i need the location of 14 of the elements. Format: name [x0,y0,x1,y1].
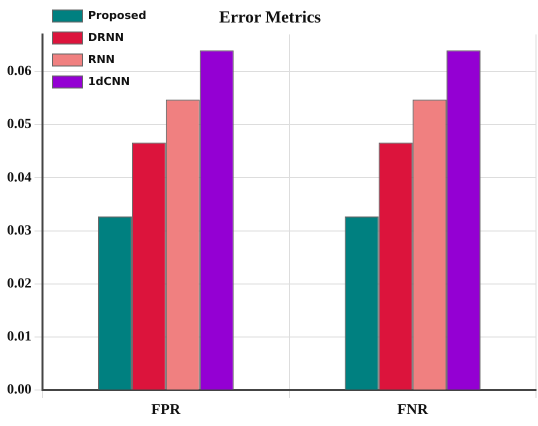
chart-title: Error Metrics [219,8,322,27]
legend-label: Proposed [88,8,146,22]
legend-label: RNN [88,52,115,66]
y-tick-label: 0.00 [7,382,32,398]
y-tick-label: 0.03 [7,223,32,238]
legend-label: 1dCNN [88,74,130,88]
y-tick-label: 0.04 [7,170,32,186]
y-tick-label: 0.02 [7,276,32,292]
x-tick-label: FNR [397,402,428,418]
x-tick-label: FPR [151,402,181,418]
y-tick-label: 0.05 [7,117,32,132]
legend-label: DRNN [88,30,124,44]
y-tick-label: 0.01 [7,330,32,345]
y-tick-label: 0.06 [7,64,32,80]
